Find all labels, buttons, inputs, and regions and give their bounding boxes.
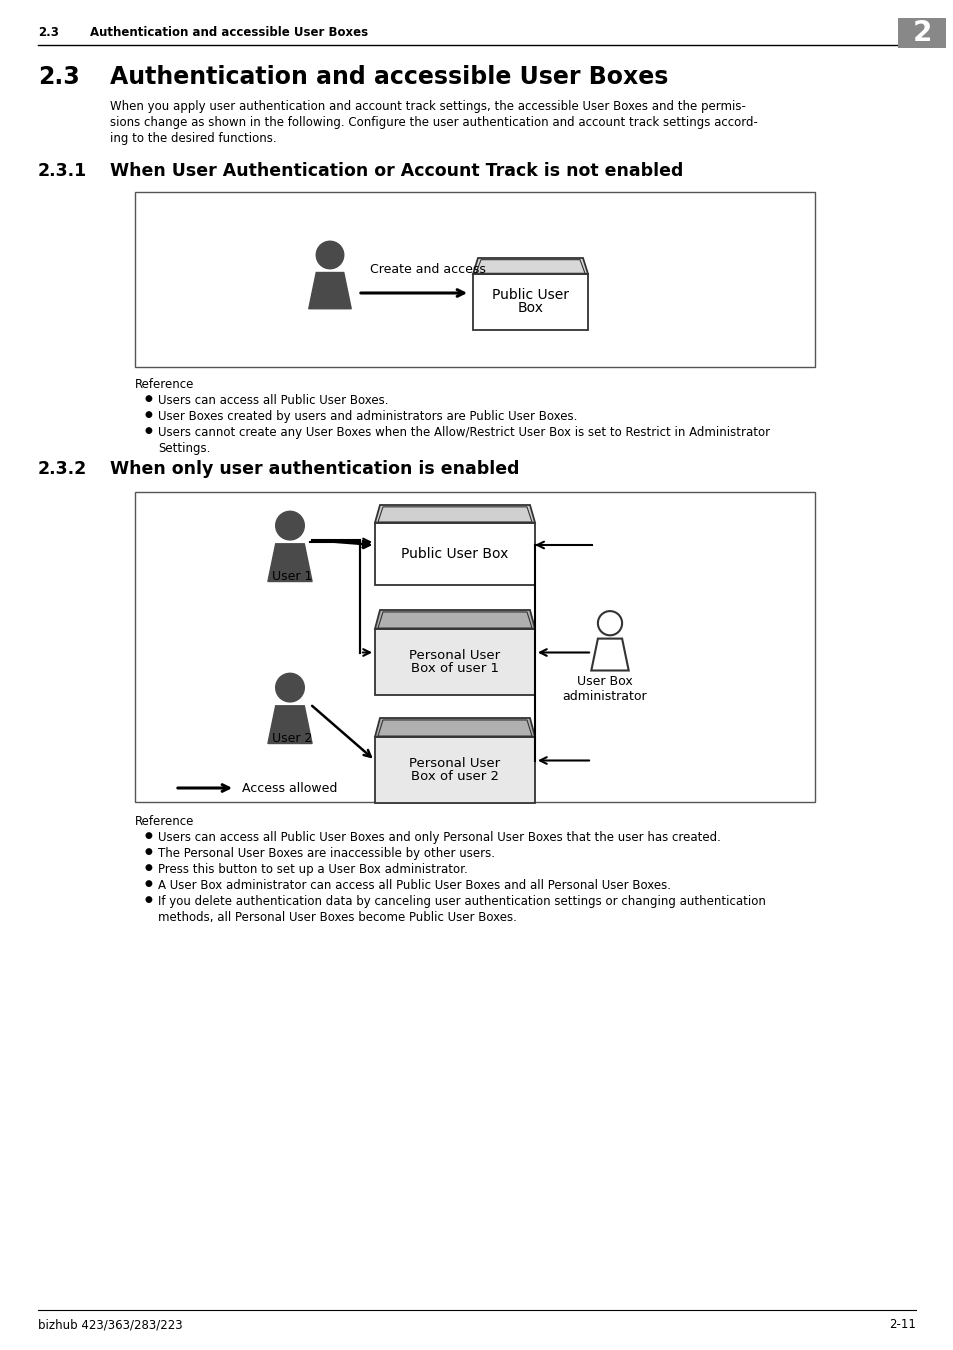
- Text: ●: ●: [145, 879, 152, 888]
- Polygon shape: [268, 706, 312, 744]
- Text: Reference: Reference: [135, 378, 194, 392]
- Text: User 1: User 1: [272, 570, 312, 583]
- Text: sions change as shown in the following. Configure the user authentication and ac: sions change as shown in the following. …: [110, 116, 757, 130]
- Text: 2.3: 2.3: [38, 26, 59, 39]
- FancyBboxPatch shape: [375, 522, 535, 585]
- Text: 2.3.2: 2.3.2: [38, 460, 87, 478]
- Text: Public User: Public User: [492, 289, 568, 302]
- Text: ing to the desired functions.: ing to the desired functions.: [110, 132, 276, 144]
- FancyBboxPatch shape: [375, 629, 535, 695]
- Polygon shape: [591, 639, 628, 671]
- Text: If you delete authentication data by canceling user authentication settings or c: If you delete authentication data by can…: [158, 895, 765, 909]
- Text: ●: ●: [145, 427, 152, 435]
- Text: methods, all Personal User Boxes become Public User Boxes.: methods, all Personal User Boxes become …: [158, 911, 517, 923]
- Text: Public User Box: Public User Box: [401, 547, 508, 560]
- Text: Personal User: Personal User: [409, 649, 500, 662]
- Polygon shape: [375, 505, 535, 522]
- Circle shape: [275, 512, 304, 540]
- Text: Settings.: Settings.: [158, 441, 211, 455]
- Polygon shape: [309, 273, 351, 309]
- Bar: [897, 18, 945, 49]
- FancyBboxPatch shape: [135, 192, 814, 367]
- Text: ●: ●: [145, 832, 152, 840]
- Text: Press this button to set up a User Box administrator.: Press this button to set up a User Box a…: [158, 863, 467, 876]
- Text: Authentication and accessible User Boxes: Authentication and accessible User Boxes: [90, 26, 368, 39]
- Text: Box: Box: [517, 301, 543, 316]
- Polygon shape: [377, 720, 532, 736]
- Text: Reference: Reference: [135, 815, 194, 828]
- Circle shape: [275, 674, 304, 702]
- Text: When User Authentication or Account Track is not enabled: When User Authentication or Account Trac…: [110, 162, 682, 180]
- Text: 2.3.1: 2.3.1: [38, 162, 87, 180]
- Text: Box of user 2: Box of user 2: [411, 769, 498, 783]
- Text: The Personal User Boxes are inaccessible by other users.: The Personal User Boxes are inaccessible…: [158, 846, 495, 860]
- Text: User Box: User Box: [577, 675, 632, 688]
- Text: 2: 2: [911, 19, 931, 47]
- Text: bizhub 423/363/283/223: bizhub 423/363/283/223: [38, 1319, 182, 1331]
- Text: ●: ●: [145, 863, 152, 872]
- Text: Box of user 1: Box of user 1: [411, 662, 498, 675]
- Text: User 2: User 2: [272, 732, 312, 745]
- Text: ●: ●: [145, 846, 152, 856]
- Circle shape: [315, 242, 343, 269]
- Text: Users can access all Public User Boxes.: Users can access all Public User Boxes.: [158, 394, 388, 406]
- Text: User Boxes created by users and administrators are Public User Boxes.: User Boxes created by users and administ…: [158, 410, 577, 423]
- Polygon shape: [375, 610, 535, 629]
- Polygon shape: [375, 718, 535, 737]
- Text: Create and access: Create and access: [370, 263, 485, 275]
- FancyBboxPatch shape: [375, 737, 535, 803]
- Polygon shape: [377, 612, 532, 628]
- Text: 2-11: 2-11: [888, 1319, 915, 1331]
- FancyBboxPatch shape: [473, 274, 587, 329]
- Text: Users cannot create any User Boxes when the Allow/Restrict User Box is set to Re: Users cannot create any User Boxes when …: [158, 427, 769, 439]
- Text: When only user authentication is enabled: When only user authentication is enabled: [110, 460, 519, 478]
- Text: When you apply user authentication and account track settings, the accessible Us: When you apply user authentication and a…: [110, 100, 745, 113]
- Text: A User Box administrator can access all Public User Boxes and all Personal User : A User Box administrator can access all …: [158, 879, 670, 892]
- Text: ●: ●: [145, 895, 152, 905]
- Text: ●: ●: [145, 394, 152, 404]
- Text: Users can access all Public User Boxes and only Personal User Boxes that the use: Users can access all Public User Boxes a…: [158, 832, 720, 844]
- Text: ●: ●: [145, 410, 152, 418]
- Polygon shape: [268, 544, 312, 582]
- Circle shape: [598, 612, 621, 636]
- Polygon shape: [473, 258, 587, 274]
- Text: Authentication and accessible User Boxes: Authentication and accessible User Boxes: [110, 65, 668, 89]
- Text: Access allowed: Access allowed: [242, 782, 337, 795]
- Polygon shape: [476, 259, 584, 273]
- FancyBboxPatch shape: [135, 491, 814, 802]
- Text: 2.3: 2.3: [38, 65, 80, 89]
- Text: administrator: administrator: [562, 690, 647, 703]
- Text: Personal User: Personal User: [409, 757, 500, 769]
- Polygon shape: [377, 506, 532, 522]
